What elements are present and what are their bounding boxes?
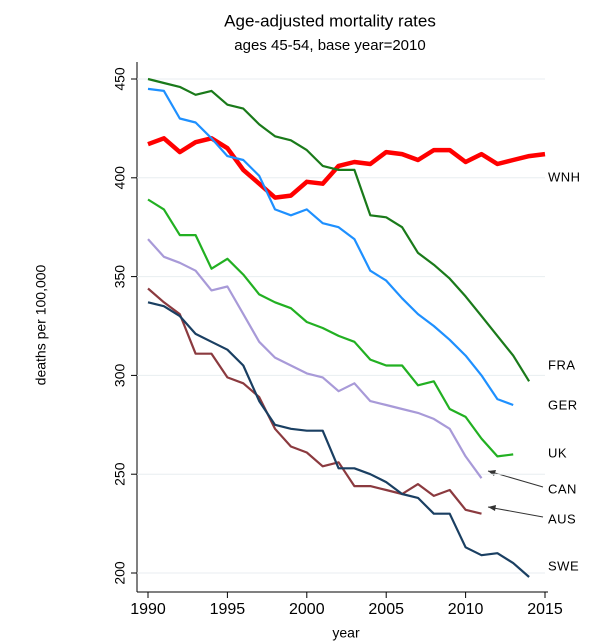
y-axis-label: deaths per 100,000 bbox=[33, 264, 49, 385]
x-tick-label: 1990 bbox=[130, 601, 166, 618]
y-tick-label: 200 bbox=[112, 561, 128, 585]
x-tick-label: 2015 bbox=[527, 601, 563, 618]
series-label: WNH bbox=[548, 169, 581, 184]
arrow-head bbox=[488, 505, 496, 511]
chart-title: Age-adjusted mortality rates bbox=[224, 11, 436, 30]
x-tick-label: 2010 bbox=[448, 601, 484, 618]
series-label: FRA bbox=[548, 357, 576, 372]
series-label: AUS bbox=[548, 511, 576, 526]
series-line bbox=[147, 77, 531, 382]
x-tick-label: 2000 bbox=[289, 601, 325, 618]
x-tick-label: 1995 bbox=[210, 601, 246, 618]
x-tick-label: 2005 bbox=[368, 601, 404, 618]
series-line bbox=[147, 136, 546, 200]
series-label: CAN bbox=[548, 481, 577, 496]
y-tick-label: 400 bbox=[112, 166, 128, 190]
x-axis-label: year bbox=[332, 625, 360, 641]
series-label: UK bbox=[548, 445, 567, 460]
arrow-head bbox=[488, 470, 496, 476]
series-line bbox=[147, 198, 514, 458]
chart-subtitle: ages 45-54, base year=2010 bbox=[234, 37, 425, 54]
y-tick-label: 250 bbox=[112, 462, 128, 486]
series-label: SWE bbox=[548, 558, 579, 573]
annotation-arrow bbox=[487, 470, 544, 488]
y-tick-label: 450 bbox=[112, 67, 128, 91]
series-line bbox=[147, 287, 482, 515]
annotation-arrow bbox=[487, 506, 544, 518]
y-tick-label: 350 bbox=[112, 265, 128, 289]
series-line bbox=[147, 301, 530, 578]
series-line bbox=[147, 87, 514, 407]
series-line bbox=[147, 238, 483, 479]
series-label: GER bbox=[548, 397, 578, 412]
y-tick-label: 300 bbox=[112, 364, 128, 388]
